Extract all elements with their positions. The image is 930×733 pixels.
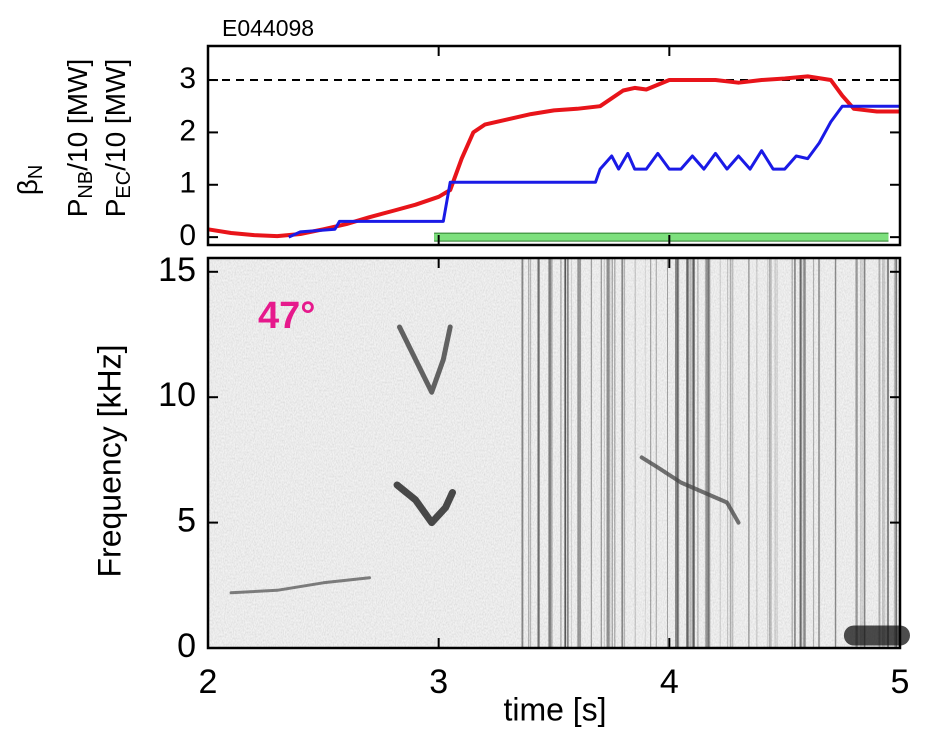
label-main: P <box>100 199 131 218</box>
spectral-feature <box>639 455 741 525</box>
y-tick-label: 1 <box>179 167 196 200</box>
spectral-feature <box>229 576 371 595</box>
y-axis-label: PNB/10 [MW] <box>62 59 97 218</box>
x-tick-label: 3 <box>429 663 448 701</box>
chart-title: E044098 <box>222 15 314 41</box>
y-tick-label: 0 <box>179 219 196 252</box>
spectral-feature <box>397 324 453 395</box>
x-tick-label: 2 <box>199 663 218 701</box>
spectral-feature <box>393 481 456 527</box>
plot-frame <box>206 256 902 650</box>
x-tick-label: 4 <box>660 663 679 701</box>
label-main: β <box>12 179 43 195</box>
x-axis-label: time [s] <box>503 691 606 727</box>
label-rest: /10 [MW] <box>100 59 131 171</box>
label-subscript: N <box>25 165 47 179</box>
y-tick-label: 2 <box>179 114 196 147</box>
label-subscript: EC <box>113 171 135 199</box>
label-main: P <box>62 199 93 218</box>
plot-frame <box>206 44 902 247</box>
series-line <box>288 104 900 239</box>
label-rest: /10 [MW] <box>62 59 93 171</box>
series-line <box>207 74 900 239</box>
annotation: 47° <box>258 295 315 337</box>
y-tick-label: 5 <box>177 502 196 540</box>
y-axis-label: Frequency [kHz] <box>91 345 127 578</box>
x-tick-label: 5 <box>891 663 910 701</box>
y-axis-label: βN <box>12 165 47 196</box>
y-tick-label: 3 <box>179 62 196 95</box>
label-subscript: NB <box>75 171 97 199</box>
y-tick-label: 15 <box>158 251 196 289</box>
y-tick-label: 0 <box>177 627 196 665</box>
y-axis-label: PEC/10 [MW] <box>100 59 135 218</box>
y-tick-label: 10 <box>158 376 196 414</box>
